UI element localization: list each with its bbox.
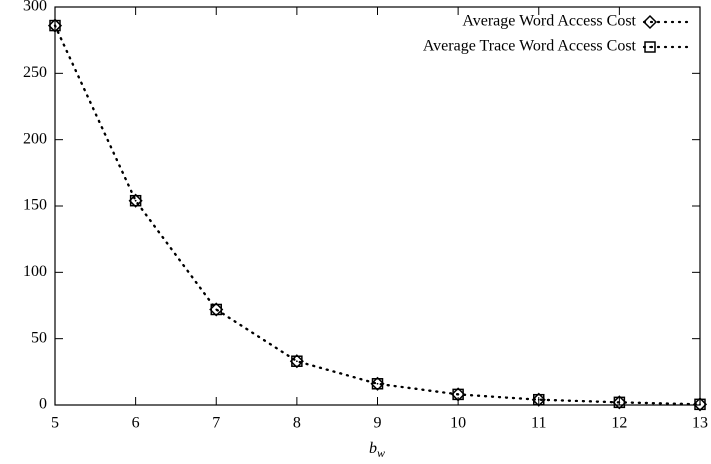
x-tick-label: 13: [692, 415, 708, 432]
x-tick-label: 5: [51, 415, 59, 432]
y-tick-label: 200: [23, 130, 47, 147]
point: [533, 393, 545, 406]
x-tick-label: 6: [132, 415, 140, 432]
legend-label: Average Trace Word Access Cost: [423, 38, 637, 55]
x-label-base: b: [369, 440, 377, 457]
x-tick-label: 11: [531, 415, 546, 432]
point: [291, 355, 303, 367]
point-dot: [295, 360, 298, 363]
point: [452, 388, 464, 401]
series-line: [53, 24, 702, 406]
point: [694, 398, 706, 411]
point: [209, 302, 224, 317]
point: [612, 395, 627, 410]
y-tick-label: 0: [39, 396, 47, 413]
point: [47, 18, 63, 33]
x-tick-label: 12: [611, 415, 627, 432]
point: [692, 397, 708, 412]
y-tick-label: 150: [23, 197, 47, 214]
point: [129, 194, 142, 207]
point: [49, 19, 61, 32]
point: [451, 387, 466, 402]
point-dot: [537, 398, 540, 401]
x-axis-label: bw: [369, 440, 385, 460]
point-dot: [134, 199, 137, 202]
y-tick-label: 50: [31, 329, 47, 346]
point: [371, 378, 384, 390]
point-dot: [54, 24, 56, 27]
point: [531, 392, 546, 407]
x-tick-label: 8: [293, 415, 301, 432]
y-tick-label: 300: [23, 0, 47, 15]
series-line: [53, 24, 702, 406]
y-tick-label: 250: [23, 64, 47, 81]
legend-marker: [642, 14, 658, 30]
point: [210, 303, 222, 316]
point-dot: [699, 403, 701, 406]
point-dot: [376, 382, 379, 385]
x-tick-label: 7: [212, 415, 220, 432]
y-tick-label: 100: [23, 263, 47, 280]
point-dot: [618, 401, 621, 404]
plot-frame: [54, 6, 701, 406]
x-tick-label: 9: [374, 415, 382, 432]
point-dot: [457, 393, 460, 396]
point: [613, 396, 626, 409]
point-dot: [215, 308, 218, 311]
x-tick-label: 10: [450, 415, 466, 432]
point: [128, 193, 143, 208]
legend-label: Average Word Access Cost: [462, 13, 636, 30]
x-label-sub: w: [377, 446, 385, 460]
